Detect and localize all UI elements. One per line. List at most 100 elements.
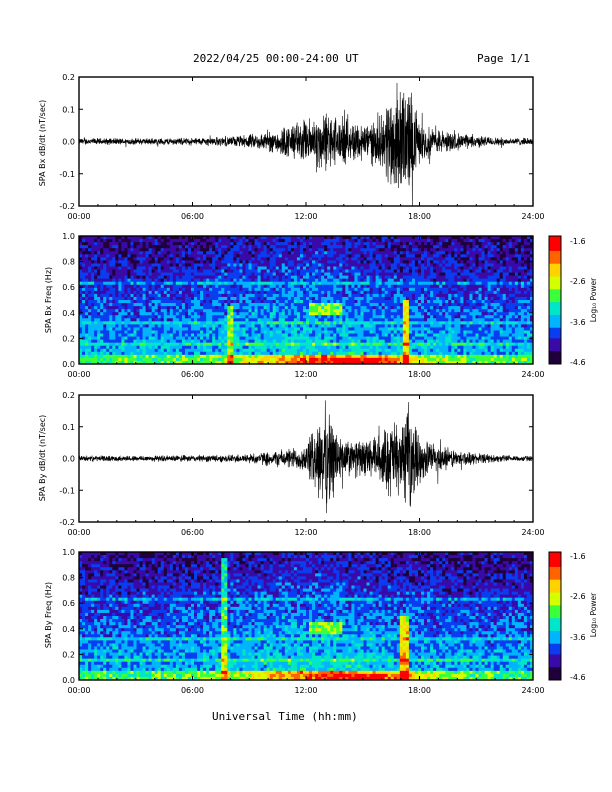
spectrogram-cell — [351, 287, 355, 292]
spectrogram-cell — [299, 251, 304, 255]
spectrogram-cell — [405, 327, 410, 331]
spectrogram-cell — [106, 254, 110, 258]
spectrogram-cell — [330, 281, 334, 286]
spectrogram-cell — [342, 281, 346, 286]
spectrogram-cell — [160, 281, 165, 286]
spectrogram-cell — [172, 315, 177, 319]
spectrogram-cell — [160, 306, 165, 310]
spectrogram-cell — [511, 242, 516, 246]
spectrogram-cell — [472, 293, 476, 298]
spectrogram-cell — [333, 242, 337, 246]
spectrogram-cell — [79, 239, 83, 243]
spectrogram-cell — [457, 293, 461, 298]
spectrogram-cell — [109, 284, 113, 289]
spectrogram-cell — [499, 260, 504, 264]
spectrogram-cell — [206, 296, 210, 301]
spectrogram-cell — [484, 275, 488, 280]
spectrogram-cell — [287, 290, 292, 295]
spectrogram-cell — [91, 251, 95, 255]
spectrogram-cell — [472, 321, 476, 325]
spectrogram-cell — [342, 236, 346, 240]
spectrogram-cell — [200, 300, 204, 304]
spectrogram-cell — [478, 263, 482, 267]
spectrogram-cell — [442, 266, 446, 270]
spectrogram-cell — [445, 293, 449, 298]
spectrogram-cell — [115, 278, 119, 283]
spectrogram-cell — [351, 312, 355, 316]
spectrogram-cell — [484, 296, 488, 301]
spectrogram-cell — [384, 300, 389, 304]
spectrogram-cell — [321, 242, 325, 246]
spectrogram-cell — [287, 269, 292, 273]
spectrogram-cell — [263, 251, 268, 255]
spectrogram-cell — [490, 251, 495, 255]
spectrogram-cell — [351, 263, 355, 267]
spectrogram-cell — [160, 315, 165, 319]
spectrogram-cell — [194, 275, 198, 280]
spectrogram-cell — [481, 260, 485, 264]
spectrogram-cell — [393, 239, 398, 243]
spectrogram-cell — [505, 272, 510, 277]
spectrogram-cell — [508, 248, 513, 252]
spectrogram-cell — [215, 327, 219, 331]
spectrogram-cell — [336, 284, 340, 289]
spectrogram-cell — [405, 236, 410, 240]
spectrogram-cell — [333, 281, 337, 286]
spectrogram-cell — [502, 278, 507, 283]
spectrogram-cell — [299, 300, 304, 304]
spectrogram-cell — [230, 257, 234, 261]
spectrogram-cell — [381, 327, 386, 331]
spectrogram-cell — [487, 296, 492, 301]
spectrogram-cell — [85, 245, 89, 249]
spectrogram-cell — [396, 303, 401, 307]
spectrogram-cell — [230, 254, 234, 258]
spectrogram-cell — [399, 266, 404, 270]
spectrogram-cell — [224, 257, 228, 261]
spectrogram-cell — [460, 296, 464, 301]
spectrogram-cell — [315, 251, 319, 255]
spectrogram-cell — [148, 290, 153, 295]
spectrogram-cell — [505, 287, 510, 292]
spectrogram-cell — [502, 263, 507, 267]
spectrogram-cell — [184, 318, 189, 322]
spectrogram-cell — [145, 296, 150, 301]
spectrogram-cell — [414, 293, 419, 298]
spectrogram-cell — [472, 263, 476, 267]
spectrogram-cell — [366, 309, 370, 313]
spectrogram-cell — [269, 303, 274, 307]
spectrogram-cell — [445, 254, 449, 258]
spectrogram-cell — [378, 300, 383, 304]
spectrogram-cell — [354, 281, 358, 286]
spectrogram-cell — [496, 275, 501, 280]
spectrogram-cell — [490, 300, 495, 304]
spectrogram-cell — [505, 284, 510, 289]
spectrogram-cell — [514, 315, 519, 319]
spectrogram-cell — [318, 257, 322, 261]
spectrogram-cell — [85, 272, 89, 277]
spectrogram-cell — [408, 263, 413, 267]
spectrogram-cell — [478, 300, 482, 304]
spectrogram-cell — [121, 315, 125, 319]
spectrogram-cell — [257, 284, 261, 289]
spectrogram-cell — [127, 254, 131, 258]
spectrogram-cell — [469, 300, 473, 304]
spectrogram-cell — [284, 254, 289, 258]
spectrogram-cell — [88, 248, 92, 252]
spectrogram-cell — [348, 293, 352, 298]
spectrogram-cell — [421, 236, 425, 240]
spectrogram-cell — [290, 245, 295, 249]
spectrogram-cell — [315, 315, 319, 319]
spectrogram-cell — [339, 306, 343, 310]
spectrogram-cell — [351, 321, 355, 325]
spectrogram-cell — [100, 239, 104, 243]
spectrogram-cell — [103, 315, 107, 319]
spectrogram-cell — [251, 260, 255, 264]
spectrogram-cell — [427, 269, 431, 273]
spectrogram-cell — [442, 278, 446, 283]
spectrogram-cell — [396, 281, 401, 286]
spectrogram-cell — [366, 242, 370, 246]
spectrogram-cell — [200, 318, 204, 322]
spectrogram-cell — [290, 333, 295, 337]
spectrogram-cell — [302, 303, 307, 307]
spectrogram-cell — [130, 306, 134, 310]
